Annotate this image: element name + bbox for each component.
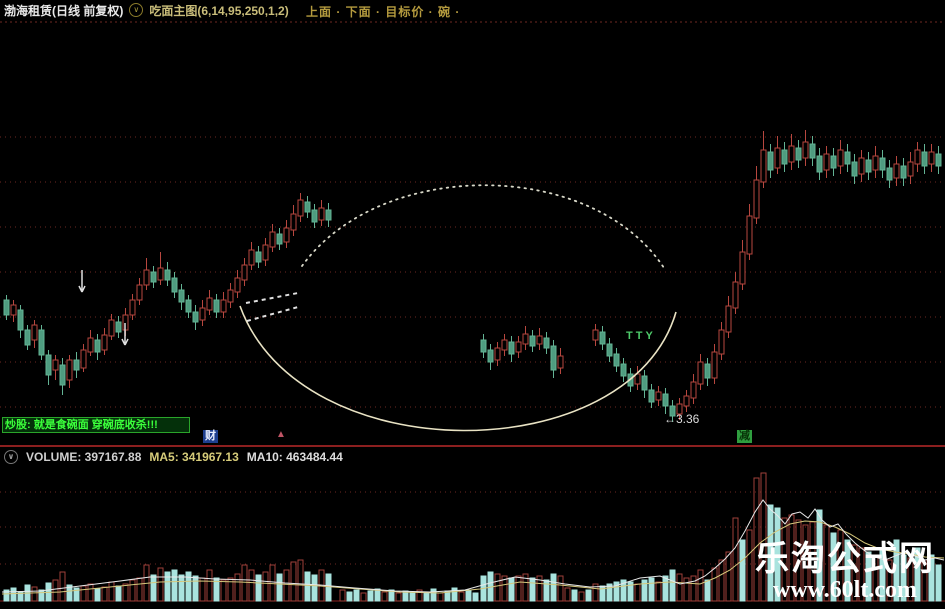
low-price-label: ←3.36 <box>664 412 700 426</box>
stock-title: 渤海租赁(日线 前复权) <box>4 3 124 18</box>
watermark: 乐淘公式网 www.60lt.com <box>755 541 935 603</box>
tty-marks: TTY <box>626 330 656 342</box>
badge-cai: 财 <box>203 430 218 443</box>
volume-ma10-label: MA10: 463484.44 <box>246 450 343 464</box>
volume-ma5-label: MA5: 341967.13 <box>149 450 239 464</box>
triangle-marker-icon: ▲ <box>276 429 286 440</box>
indicator-menu[interactable]: 上面 · 下面 · 目标价 · 碗 · <box>306 5 461 19</box>
volume-header: ∨ VOLUME: 397167.88 MA5: 341967.13 MA10:… <box>4 450 343 464</box>
signal-message-box: 炒股: 就是食碗面 穿碗底收杀!!! <box>2 417 190 433</box>
watermark-site-name: 乐淘公式网 <box>755 541 935 578</box>
watermark-site-url: www.60lt.com <box>773 577 917 603</box>
indicator-collapse-icon[interactable]: ∨ <box>129 3 144 17</box>
badge-jian: 减 <box>737 430 752 443</box>
volume-collapse-icon[interactable]: ∨ <box>4 450 18 464</box>
volume-value-label: VOLUME: 397167.88 <box>26 450 142 464</box>
header-bar: 渤海租赁(日线 前复权) ∨ 吃面主图(6,14,95,250,1,2) <box>0 0 945 20</box>
indicator-title[interactable]: 吃面主图(6,14,95,250,1,2) <box>149 3 289 18</box>
